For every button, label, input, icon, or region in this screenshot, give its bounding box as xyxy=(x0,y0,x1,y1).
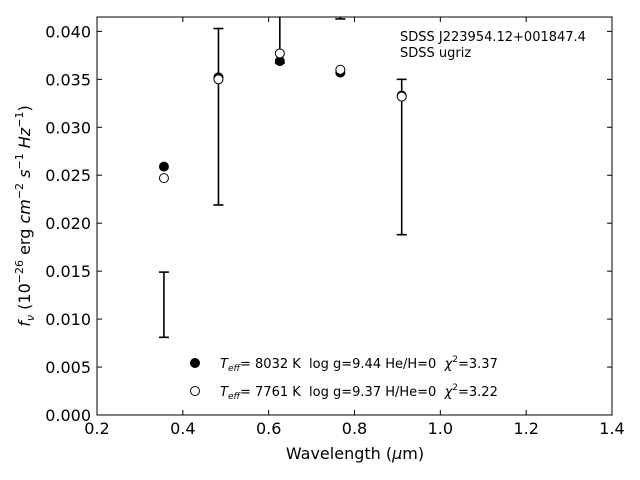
y-tick-label: 0.015 xyxy=(45,262,91,281)
y-tick-label: 0.000 xyxy=(45,406,91,425)
legend: Teff= 8032 K log g=9.44 He/H=0 χ2=3.37 T… xyxy=(190,355,498,402)
y-tick-label: 0.035 xyxy=(45,70,91,89)
x-tick-label: 0.8 xyxy=(342,419,367,438)
axis-ticks: 0.2 0.4 0.6 0.8 1.0 1.2 1.4 0.000 0.005 0.010 0.01… xyxy=(45,17,625,438)
x-axis-label: Wavelength (μm) xyxy=(286,444,424,463)
x-tick-label: 1.4 xyxy=(599,419,624,438)
error-bar xyxy=(213,27,224,206)
legend-marker-filled xyxy=(190,358,200,368)
error-bar xyxy=(158,271,169,339)
error-bar xyxy=(396,78,407,236)
legend-entry-2: Teff= 7761 K log g=9.37 H/He=0 χ2=3.22 xyxy=(220,383,498,402)
x-tick-label: 1.0 xyxy=(428,419,453,438)
x-tick-label: 1.2 xyxy=(513,419,538,438)
legend-entry-1: Teff= 8032 K log g=9.44 He/H=0 χ2=3.37 xyxy=(220,355,498,374)
y-tick-label: 0.005 xyxy=(45,358,91,377)
model-point-open xyxy=(274,48,285,59)
y-tick-label: 0.025 xyxy=(45,166,91,185)
x-tick-label: 0.4 xyxy=(170,419,195,438)
model-point-open xyxy=(213,74,224,85)
y-axis-label: fν (10−26 erg cm−2 s−1 Hz−1) xyxy=(13,105,37,326)
x-tick-label: 0.6 xyxy=(256,419,281,438)
annotation-object-name: SDSS J223954.12+001847.4 xyxy=(400,30,586,45)
y-tick-label: 0.040 xyxy=(45,22,91,41)
model-point-open xyxy=(335,64,346,75)
error-bar xyxy=(335,17,346,20)
data-points xyxy=(158,48,407,184)
plot-frame xyxy=(96,16,613,416)
x-tick-label: 0.2 xyxy=(84,419,109,438)
y-tick-label: 0.020 xyxy=(45,214,91,233)
model-point-filled xyxy=(158,161,169,172)
y-tick-label: 0.030 xyxy=(45,118,91,137)
annotation-survey: SDSS ugriz xyxy=(400,46,471,61)
y-tick-label: 0.010 xyxy=(45,310,91,329)
model-point-open xyxy=(158,173,169,184)
model-point-open xyxy=(396,91,407,102)
legend-marker-open xyxy=(190,386,200,396)
